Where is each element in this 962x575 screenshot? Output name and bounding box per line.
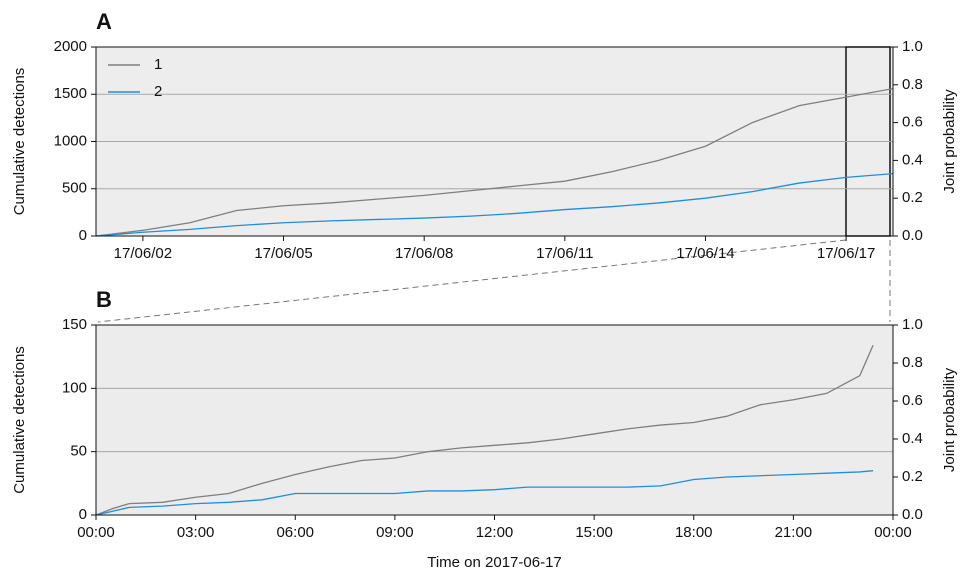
y-tick-label: 1000	[54, 132, 87, 149]
plot-frame	[95, 324, 894, 516]
y2-axis-label: Joint probability	[941, 89, 958, 194]
x-tick-label: 00:00	[77, 524, 115, 541]
y-tick-label: 2000	[54, 38, 87, 55]
y-tick-label: 100	[62, 379, 87, 396]
x-tick-label: 17/06/17	[817, 245, 875, 262]
y-tick-label: 50	[70, 443, 87, 460]
plot-frame	[95, 46, 894, 237]
y2-tick-label: 1.0	[902, 316, 923, 333]
y2-axis-label: Joint probability	[941, 367, 958, 472]
x-tick-label: 17/06/14	[676, 245, 734, 262]
series-line	[95, 87, 894, 237]
y-tick-label: 0	[79, 227, 87, 244]
x-tick-label: 12:00	[476, 524, 514, 541]
x-tick-label: 17/06/08	[395, 245, 453, 262]
x-tick-label: 21:00	[775, 524, 813, 541]
y2-tick-label: 0.4	[902, 430, 923, 447]
y-tick-label: 0	[79, 506, 87, 523]
legend-label: 2	[154, 83, 162, 100]
y-tick-label: 500	[62, 180, 87, 197]
series-line	[95, 470, 874, 516]
x-tick-label: 17/06/11	[536, 245, 593, 262]
series-line	[95, 172, 894, 237]
plot-background	[96, 325, 893, 515]
series-line	[95, 345, 874, 516]
y-axis-label: Cumulative detections	[11, 346, 28, 494]
y2-tick-label: 0.0	[902, 227, 923, 244]
legend-label: 1	[154, 56, 162, 73]
x-tick-label: 06:00	[276, 524, 314, 541]
y2-tick-label: 0.2	[902, 189, 923, 206]
y-tick-label: 1500	[54, 85, 87, 102]
x-tick-label: 03:00	[177, 524, 215, 541]
x-tick-label: 18:00	[675, 524, 713, 541]
y-tick-label: 150	[62, 316, 87, 333]
zoom-connector	[97, 239, 847, 323]
y2-tick-label: 0.8	[902, 76, 923, 93]
x-tick-label: 17/06/02	[114, 245, 172, 262]
y2-tick-label: 1.0	[902, 38, 923, 55]
y2-tick-label: 0.0	[902, 506, 923, 523]
y2-tick-label: 0.6	[902, 392, 923, 409]
panel-label: A	[96, 9, 112, 34]
x-tick-label: 17/06/05	[254, 245, 312, 262]
y-axis-label: Cumulative detections	[11, 68, 28, 216]
panel-label: B	[96, 287, 112, 312]
x-tick-label: 09:00	[376, 524, 414, 541]
y2-tick-label: 0.2	[902, 468, 923, 485]
x-tick-label: 00:00	[874, 524, 912, 541]
x-tick-label: 15:00	[575, 524, 613, 541]
x-axis-label: Time on 2017-06-17	[427, 554, 562, 571]
y2-tick-label: 0.6	[902, 114, 923, 131]
y2-tick-label: 0.8	[902, 354, 923, 371]
y2-tick-label: 0.4	[902, 151, 923, 168]
